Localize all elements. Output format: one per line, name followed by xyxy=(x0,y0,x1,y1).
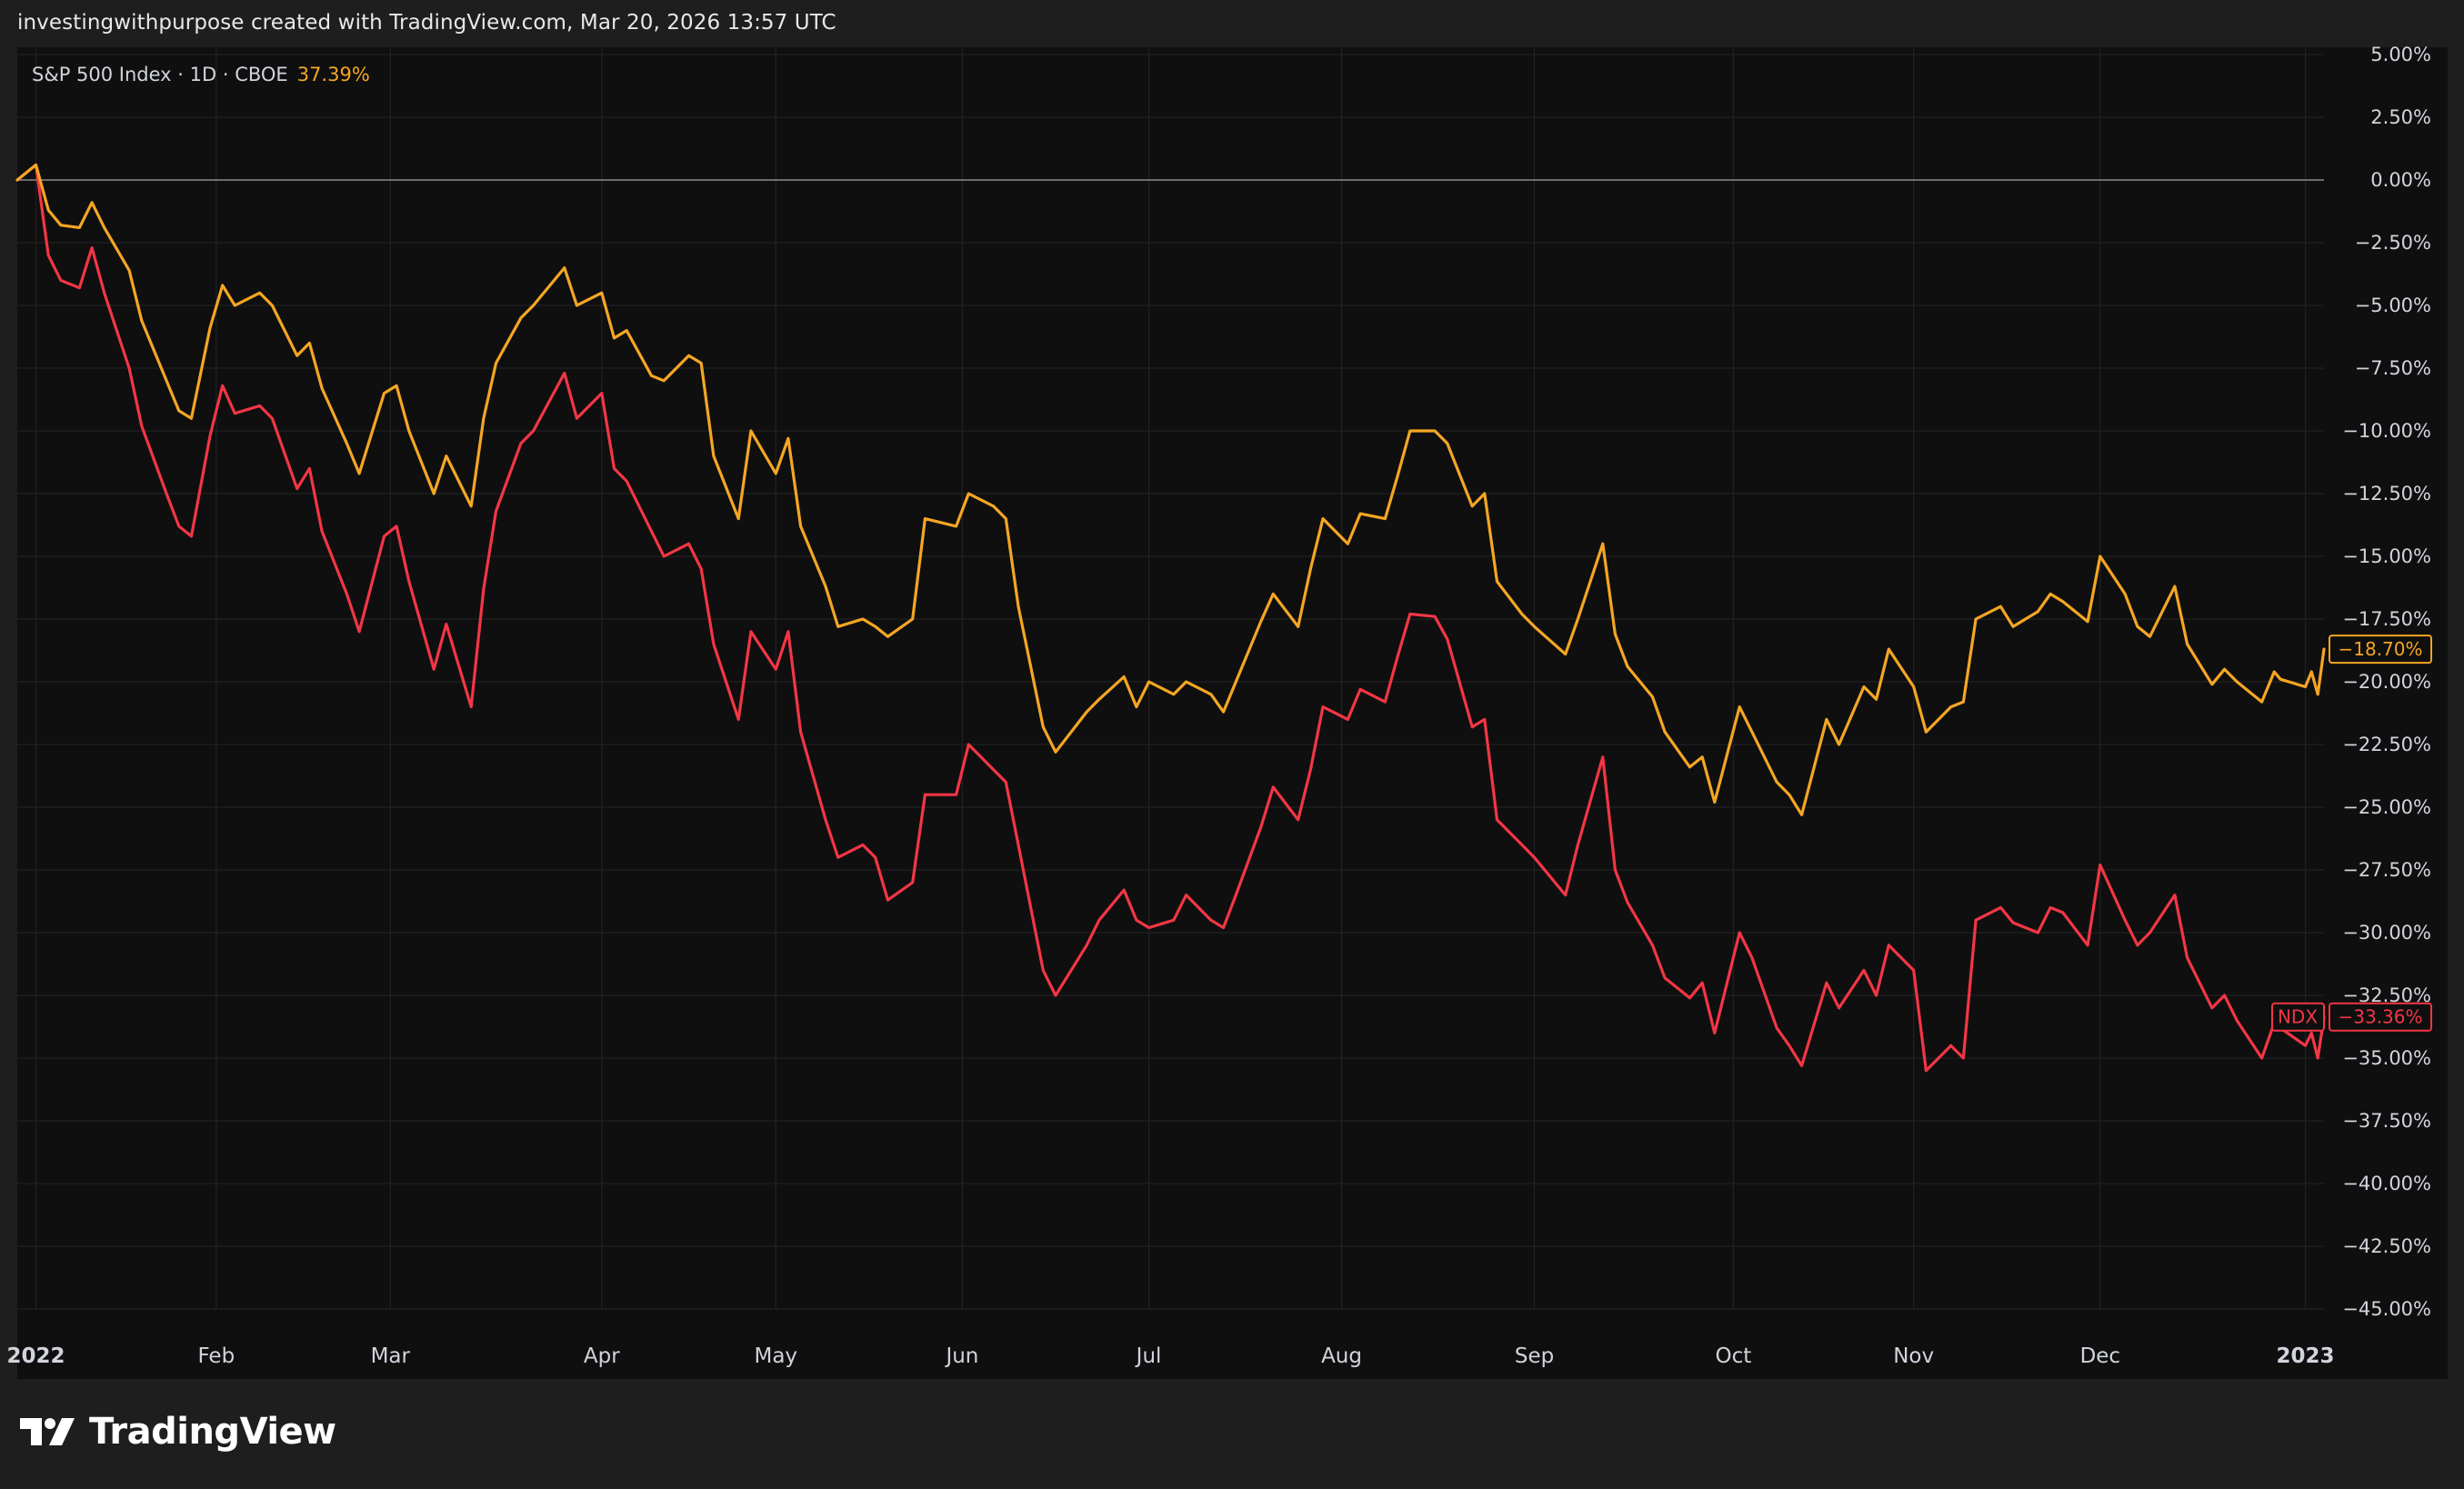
ndx-series-line[interactable] xyxy=(15,163,2326,1073)
x-tick-label: Dec xyxy=(2080,1344,2121,1368)
y-tick-label: −37.50% xyxy=(2342,1110,2431,1132)
y-tick-label: −35.00% xyxy=(2342,1047,2431,1069)
spx-series-line[interactable] xyxy=(15,163,2326,816)
y-tick-label: −42.50% xyxy=(2342,1235,2431,1257)
y-tick-label: −7.50% xyxy=(2355,357,2431,379)
y-tick-label: −10.00% xyxy=(2342,420,2431,442)
ndx-name-tag: NDX xyxy=(2271,1002,2325,1032)
y-tick-label: −27.50% xyxy=(2342,859,2431,881)
tradingview-logo-icon xyxy=(20,1418,75,1445)
y-tick-label: −25.00% xyxy=(2342,796,2431,818)
x-tick-label: 2022 xyxy=(7,1344,65,1368)
legend-symbol: S&P 500 Index · 1D · CBOE xyxy=(32,64,288,85)
x-tick-label: May xyxy=(754,1344,797,1368)
last-value-label: −18.70% xyxy=(2338,638,2422,660)
tradingview-brand: TradingView xyxy=(89,1411,336,1453)
x-axis[interactable]: 2022 Feb Mar Apr May Jun Jul Aug Sep Oct Nov Dec 202… xyxy=(7,1344,2335,1368)
y-tick-label: 0.00% xyxy=(2370,169,2431,191)
y-tick-label: −12.50% xyxy=(2342,483,2431,505)
y-tick-label: −45.00% xyxy=(2342,1298,2431,1320)
y-tick-label: −40.00% xyxy=(2342,1173,2431,1194)
series-layer xyxy=(15,163,2326,1073)
y-tick-label: 2.50% xyxy=(2370,106,2431,128)
y-axis[interactable]: 5.00% 2.50% 0.00% −2.50% −5.00% −7.50% −10.00%… xyxy=(2342,44,2431,1320)
y-tick-label: −15.00% xyxy=(2342,545,2431,567)
last-value-label: −33.36% xyxy=(2338,1006,2422,1028)
x-tick-label: Apr xyxy=(584,1344,620,1368)
price-tags: −18.70% −33.36% NDX xyxy=(2271,635,2432,1032)
watermark-header: investingwithpurpose created with Tradin… xyxy=(17,11,836,35)
y-tick-label: −2.50% xyxy=(2355,232,2431,254)
x-tick-label: Jul xyxy=(1135,1344,1162,1368)
legend-value: 37.39% xyxy=(296,64,370,85)
y-tick-label: −30.00% xyxy=(2342,922,2431,944)
y-tick-label: −20.00% xyxy=(2342,671,2431,693)
series-name-label: NDX xyxy=(2278,1006,2318,1028)
x-tick-label: Sep xyxy=(1515,1344,1554,1368)
ndx-last-price-tag: −33.36% xyxy=(2329,1002,2432,1032)
grid xyxy=(17,47,2324,1310)
x-tick-label: Nov xyxy=(1893,1344,1934,1368)
y-tick-label: −22.50% xyxy=(2342,734,2431,755)
x-tick-label: 2023 xyxy=(2276,1344,2334,1368)
y-tick-label: −5.00% xyxy=(2355,295,2431,316)
x-tick-label: Aug xyxy=(1321,1344,1362,1368)
x-tick-label: Jun xyxy=(944,1344,978,1368)
tradingview-logo[interactable]: TradingView xyxy=(20,1411,336,1453)
x-tick-label: Feb xyxy=(197,1344,235,1368)
spx-last-price-tag: −18.70% xyxy=(2329,635,2432,665)
series-legend[interactable]: S&P 500 Index · 1D · CBOE 37.39% xyxy=(32,64,370,85)
x-tick-label: Oct xyxy=(1715,1344,1751,1368)
plot-background xyxy=(17,47,2448,1379)
x-tick-label: Mar xyxy=(371,1344,411,1368)
y-tick-label: 5.00% xyxy=(2370,44,2431,65)
y-tick-label: −17.50% xyxy=(2342,608,2431,630)
